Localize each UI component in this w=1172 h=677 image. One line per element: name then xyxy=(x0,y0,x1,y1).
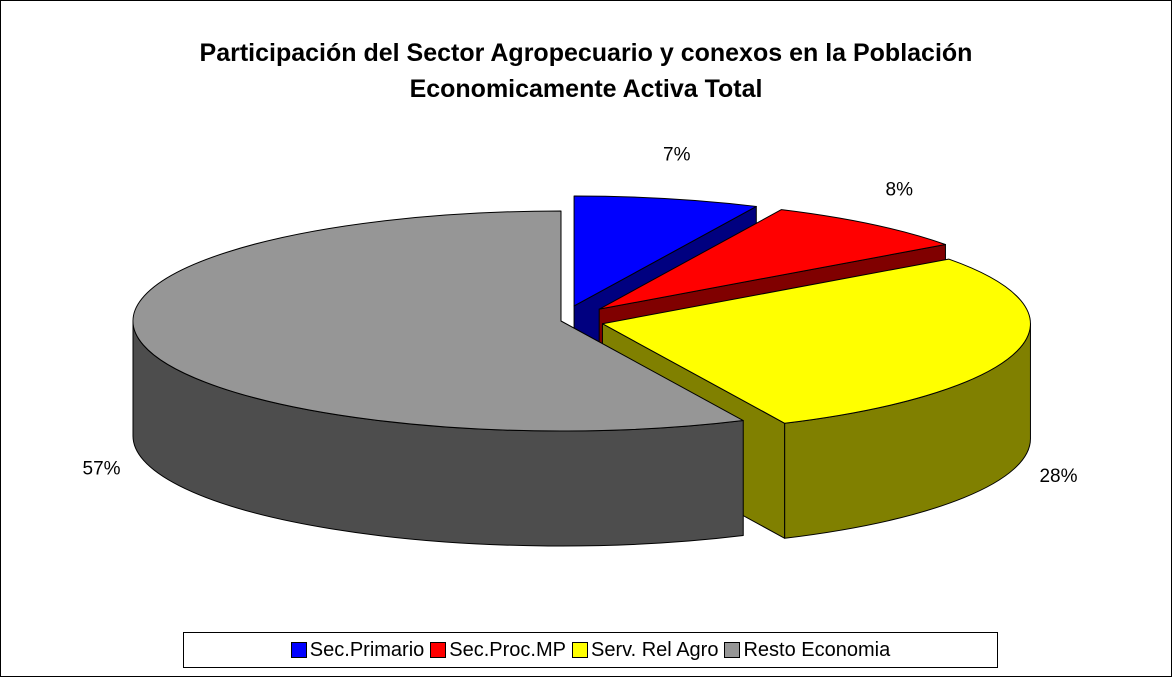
legend-item: Sec.Proc.MP xyxy=(430,639,566,662)
slice-top xyxy=(573,195,757,307)
slice-top xyxy=(132,210,744,432)
data-label: 57% xyxy=(83,459,121,480)
legend-item: Serv. Rel Agro xyxy=(571,638,719,662)
slice-top xyxy=(601,258,1031,424)
data-label: 7% xyxy=(663,145,691,166)
chart-title: Participación del Sector Agropecuario y … xyxy=(199,39,973,103)
legend: Sec.Primario Sec.Proc.MP Serv. Rel Agro Res… xyxy=(183,632,998,668)
legend-swatch xyxy=(290,642,307,658)
legend-swatch xyxy=(571,642,588,658)
legend-item: Sec.Primario xyxy=(290,638,425,662)
legend-label: Resto Economia xyxy=(743,638,891,661)
legend-swatch xyxy=(724,642,741,658)
legend-label: Sec.Proc.MP xyxy=(449,638,566,661)
data-label: 8% xyxy=(886,179,914,200)
legend-label: Serv. Rel Agro xyxy=(590,638,719,661)
data-label: 28% xyxy=(1039,466,1077,487)
slice-top xyxy=(598,209,946,310)
legend-swatch xyxy=(430,642,447,658)
legend-label: Sec.Primario xyxy=(309,638,425,661)
legend-item: Resto Economia xyxy=(724,639,890,662)
